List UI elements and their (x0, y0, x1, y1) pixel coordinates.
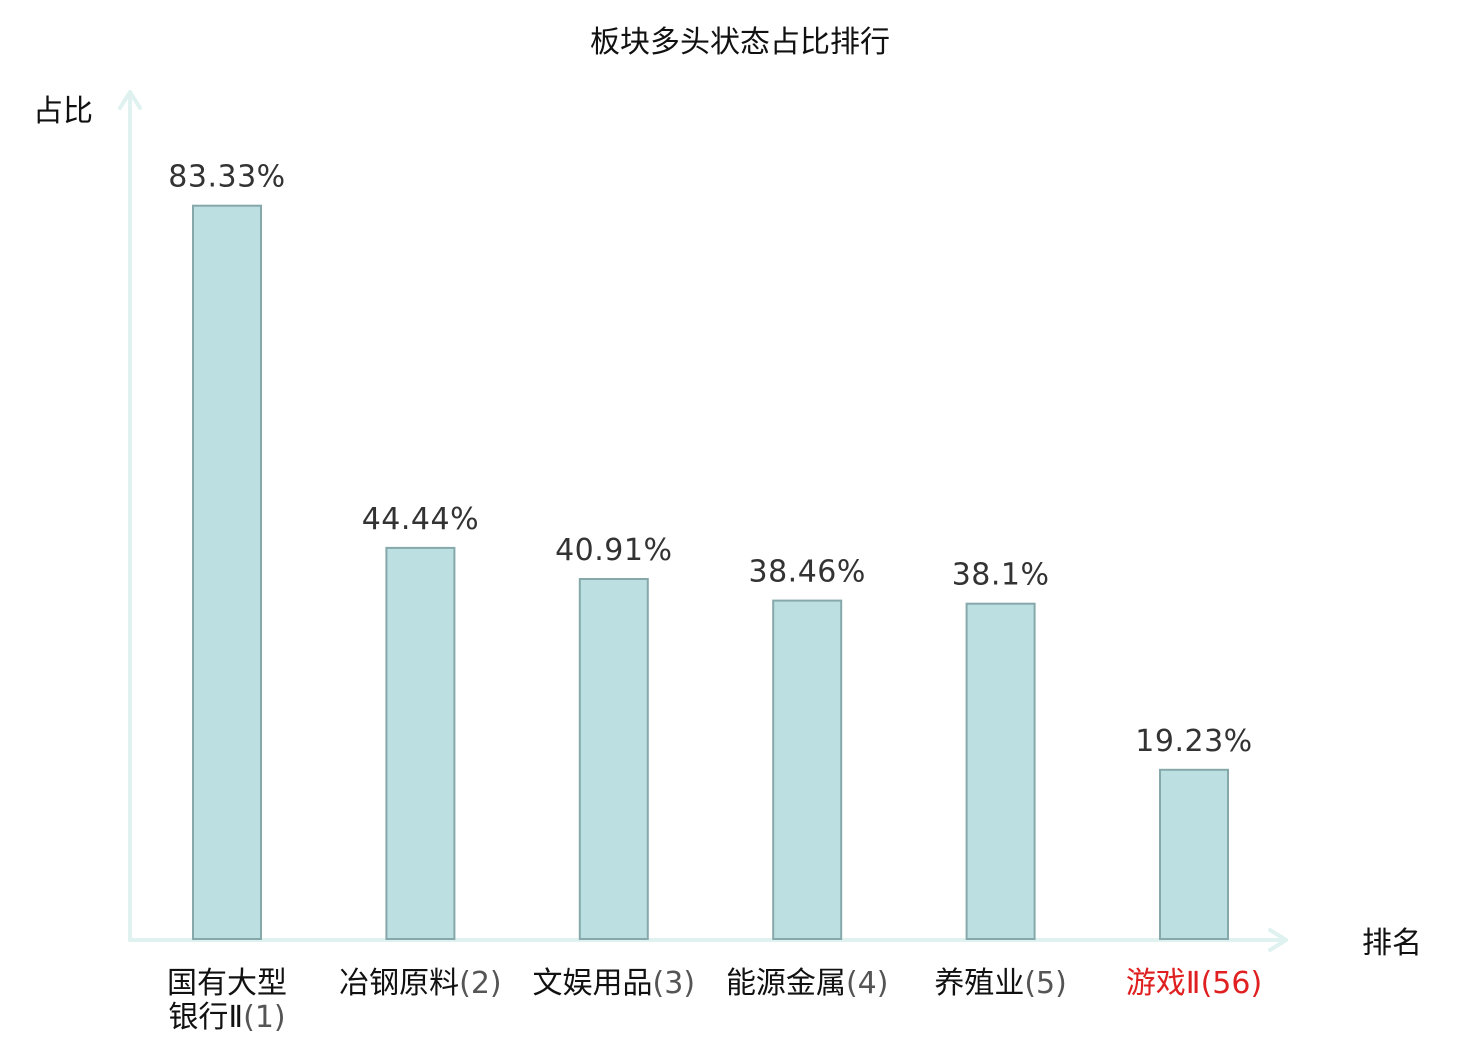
tick-label: 国有大型 (167, 966, 287, 1001)
bar (192, 204, 262, 940)
y-axis-label: 占比 (33, 94, 93, 129)
data-label: 38.46% (749, 555, 866, 590)
tick-label: 养殖业(5) (934, 966, 1067, 1001)
tick-label: 能源金属(4) (726, 966, 889, 1001)
bar (1159, 768, 1229, 940)
bar (965, 602, 1036, 940)
tick-label: 银行Ⅱ(1) (168, 1000, 285, 1035)
chart-title: 板块多头状态占比排行 (590, 25, 890, 60)
data-label: 83.33% (168, 160, 285, 195)
bar (385, 546, 456, 941)
data-label: 19.23% (1135, 724, 1252, 759)
bar (578, 578, 649, 940)
bars-layer (192, 204, 1229, 941)
tick-label: 冶钢原料(2) (339, 966, 502, 1001)
x-axis-label: 排名 (1362, 926, 1422, 961)
tick-label: 游戏Ⅱ(56) (1126, 966, 1262, 1001)
tick-label: 文娱用品(3) (533, 966, 696, 1001)
y-axis-arrow (118, 90, 142, 110)
data-label: 44.44% (362, 502, 479, 537)
bar (772, 599, 843, 940)
data-label: 38.1% (952, 558, 1050, 593)
x-axis-arrow (1268, 928, 1288, 952)
data-label: 40.91% (555, 533, 672, 568)
value-labels-layer: 83.33% 44.44% 40.91% 38.46% 38.1% 19.23% (168, 160, 1252, 759)
